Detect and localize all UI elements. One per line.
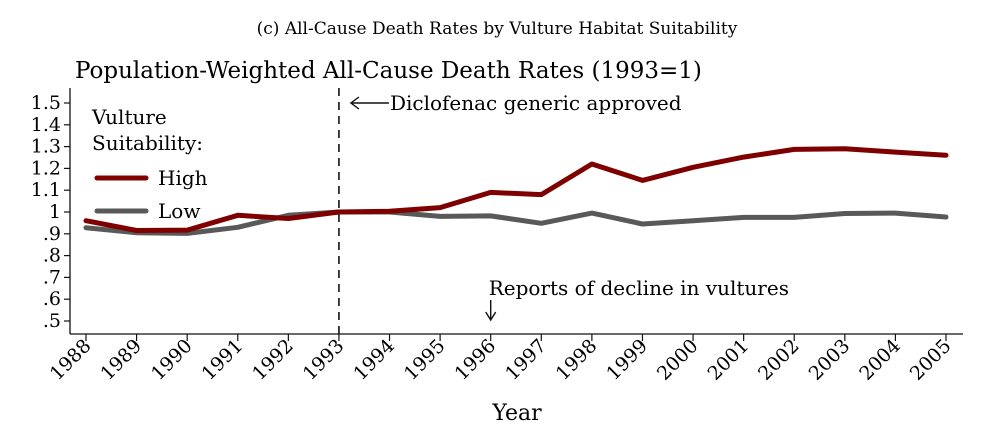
annotation-vulture-decline: Reports of decline in vultures	[489, 276, 789, 300]
x-tick-label: 1989	[96, 335, 146, 385]
y-tick-label: .8	[43, 245, 61, 267]
legend: Vulture Suitability: High Low	[91, 105, 208, 223]
y-tick-label: .5	[43, 310, 61, 332]
y-tick-label: .7	[43, 266, 61, 288]
x-tick-label: 1999	[602, 335, 652, 385]
x-tick-label: 2002	[754, 335, 804, 385]
series-line-high	[83, 146, 949, 233]
x-tick-label: 2001	[703, 335, 753, 385]
x-tick-label: 1993	[299, 335, 349, 385]
x-tick-label: 1988	[46, 335, 96, 385]
y-tick-label: .6	[43, 288, 61, 310]
series-line-low	[83, 209, 949, 236]
annotation-arrow-head	[485, 311, 497, 322]
y-tick-label: 1.1	[31, 179, 61, 201]
x-tick-label: 1997	[501, 335, 551, 385]
legend-title-line2: Suitability:	[92, 131, 203, 155]
x-axis-label: Year	[491, 401, 542, 426]
y-tick-label: 1.4	[31, 114, 61, 136]
annotation-arrow-head	[349, 96, 360, 110]
y-tick-label: 1.2	[31, 157, 61, 179]
x-tick-label: 2000	[653, 335, 703, 385]
x-tick-label: 2003	[805, 335, 855, 385]
annotation-diclofenac: Diclofenac generic approved	[390, 91, 682, 115]
y-tick-label: 1.5	[31, 92, 61, 114]
x-tick-label: 1992	[248, 335, 298, 385]
y-tick-label: .9	[43, 223, 61, 245]
y-tick-label: 1	[49, 201, 61, 223]
legend-title-line1: Vulture	[91, 105, 167, 129]
annotations: Diclofenac generic approved Reports of de…	[349, 91, 789, 322]
x-tick-label: 2005	[906, 335, 956, 385]
legend-label-low: Low	[158, 199, 200, 223]
y-tick-label: 1.3	[31, 136, 61, 158]
legend-label-high: High	[158, 166, 208, 190]
x-tick-label: 1996	[450, 335, 500, 385]
chart-title: Population-Weighted All-Cause Death Rate…	[75, 58, 702, 84]
x-tick-label: 1995	[400, 335, 450, 385]
x-tick-label: 1994	[349, 335, 399, 385]
x-tick-label: 2004	[855, 335, 905, 385]
x-tick-label: 1998	[552, 335, 602, 385]
x-tick-label: 1990	[147, 335, 197, 385]
x-tick-label: 1991	[198, 335, 248, 385]
supertitle: (c) All-Cause Death Rates by Vulture Hab…	[257, 19, 738, 39]
